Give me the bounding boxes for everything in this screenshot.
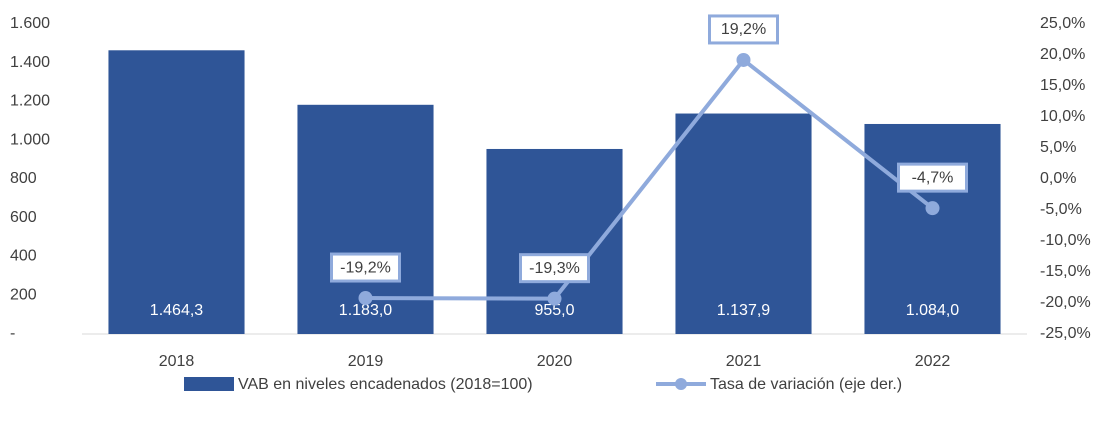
label-box	[330, 252, 401, 283]
y-tick-label: 1.200	[10, 93, 50, 110]
x-tick-label: 2019	[348, 353, 384, 370]
y2-tick-label: 25,0%	[1040, 15, 1085, 32]
y-tick-label: 1.600	[10, 15, 50, 32]
line-value-label: -4,7%	[912, 169, 954, 186]
bar	[864, 123, 1001, 334]
x-tick-label: 2018	[159, 353, 195, 370]
bar	[675, 113, 812, 334]
label-box	[708, 14, 779, 45]
legend-label: VAB en niveles encadenados (2018=100)	[238, 376, 533, 393]
y-tick-label: 800	[10, 170, 37, 187]
line-value-label: -19,3%	[529, 260, 580, 277]
y2-tick-label: 5,0%	[1040, 139, 1076, 156]
y2-tick-label: -5,0%	[1040, 201, 1082, 218]
x-tick-label: 2021	[726, 353, 762, 370]
x-tick-label: 2022	[915, 353, 951, 370]
line	[365, 57, 934, 301]
y-tick-label: -	[10, 325, 15, 342]
y2-tick-label: 15,0%	[1040, 77, 1085, 94]
y2-tick-label: 0,0%	[1040, 170, 1076, 187]
y-tick-label: 400	[10, 248, 37, 265]
bar-value-label: 955,0	[534, 302, 574, 319]
bar	[108, 50, 245, 335]
bar-value-label: 1.183,0	[339, 302, 392, 319]
line-point	[736, 52, 751, 67]
bar-value-label: 1.137,9	[717, 302, 770, 319]
legend-swatch	[675, 378, 687, 390]
line-value-label: 19,2%	[721, 21, 766, 38]
label-box	[897, 162, 968, 193]
legend-label: Tasa de variación (eje der.)	[710, 376, 902, 393]
y2-tick-label: 20,0%	[1040, 46, 1085, 63]
y2-tick-label: -25,0%	[1040, 325, 1091, 342]
line-point	[925, 201, 940, 216]
y-tick-label: 1.400	[10, 54, 50, 71]
bar-value-label: 1.464,3	[150, 302, 203, 319]
line-point	[358, 291, 373, 306]
legend-swatch	[184, 377, 234, 391]
label-box	[519, 253, 590, 284]
line-point	[547, 291, 562, 306]
y2-tick-label: -10,0%	[1040, 232, 1091, 249]
x-tick-label: 2020	[537, 353, 573, 370]
y-tick-label: 1.000	[10, 131, 50, 148]
y2-tick-label: -15,0%	[1040, 263, 1091, 280]
y-tick-label: 200	[10, 286, 37, 303]
bar-value-label: 1.084,0	[906, 302, 959, 319]
y2-tick-label: 10,0%	[1040, 108, 1085, 125]
line-value-label: -19,2%	[340, 259, 391, 276]
y-tick-label: 600	[10, 209, 37, 226]
y2-tick-label: -20,0%	[1040, 294, 1091, 311]
